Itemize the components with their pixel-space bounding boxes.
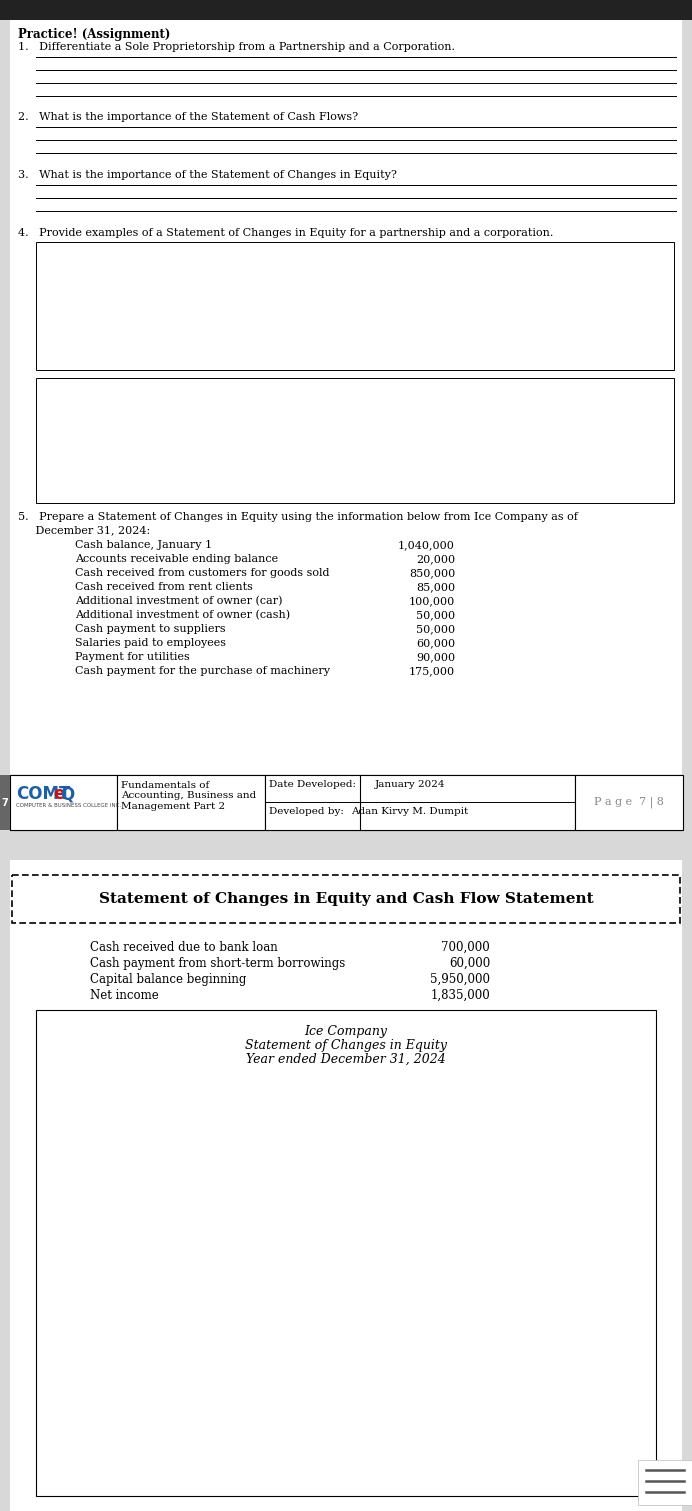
Bar [575, 775, 683, 830]
Text: 7: 7 [1, 798, 8, 807]
Bar [117, 775, 265, 830]
Text: 60,000: 60,000 [416, 638, 455, 648]
Text: e: e [53, 786, 64, 802]
Text: Cash balance, January 1: Cash balance, January 1 [75, 539, 212, 550]
Text: Year ended December 31, 2024: Year ended December 31, 2024 [246, 1053, 446, 1065]
Bar [36, 242, 674, 370]
Text: 1.   Differentiate a Sole Proprietorship from a Partnership and a Corporation.: 1. Differentiate a Sole Proprietorship f… [18, 42, 455, 51]
Text: Date Developed:: Date Developed: [269, 780, 356, 789]
Text: Cash received due to bank loan: Cash received due to bank loan [90, 941, 277, 953]
Text: COMPUTER & BUSINESS COLLEGE INC.: COMPUTER & BUSINESS COLLEGE INC. [16, 802, 121, 808]
Text: Additional investment of owner (cash): Additional investment of owner (cash) [75, 610, 290, 621]
Bar [10, 860, 682, 1511]
Text: P a g e  7 | 8: P a g e 7 | 8 [594, 796, 664, 808]
Bar [638, 1460, 692, 1505]
Text: 4.   Provide examples of a Statement of Changes in Equity for a partnership and : 4. Provide examples of a Statement of Ch… [18, 228, 554, 239]
Text: Practice! (Assignment): Practice! (Assignment) [18, 29, 170, 41]
Text: Cash received from rent clients: Cash received from rent clients [75, 582, 253, 592]
Text: 175,000: 175,000 [409, 666, 455, 675]
Bar [0, 775, 10, 830]
Text: 100,000: 100,000 [409, 595, 455, 606]
Text: December 31, 2024:: December 31, 2024: [18, 524, 150, 535]
Bar [10, 775, 682, 830]
Text: Cash payment for the purchase of machinery: Cash payment for the purchase of machine… [75, 666, 330, 675]
Text: 50,000: 50,000 [416, 624, 455, 635]
Bar [10, 20, 682, 775]
Text: 5,950,000: 5,950,000 [430, 973, 490, 987]
Text: January 2024: January 2024 [375, 780, 445, 789]
Text: Additional investment of owner (car): Additional investment of owner (car) [75, 595, 282, 606]
Text: Cash payment from short-term borrowings: Cash payment from short-term borrowings [90, 956, 345, 970]
Text: 3.   What is the importance of the Statement of Changes in Equity?: 3. What is the importance of the Stateme… [18, 171, 397, 180]
Text: Developed by:: Developed by: [269, 807, 344, 816]
Text: 700,000: 700,000 [441, 941, 490, 953]
Text: 50,000: 50,000 [416, 610, 455, 620]
Bar [12, 875, 680, 923]
Text: 1,835,000: 1,835,000 [430, 990, 490, 1002]
Bar [0, 830, 692, 860]
Bar [10, 775, 117, 830]
Text: 90,000: 90,000 [416, 653, 455, 662]
Text: 60,000: 60,000 [448, 956, 490, 970]
Text: Statement of Changes in Equity and Cash Flow Statement: Statement of Changes in Equity and Cash … [99, 891, 593, 907]
Text: COMT: COMT [16, 786, 71, 802]
Bar [36, 1009, 656, 1496]
Bar [36, 378, 674, 503]
Text: 2.   What is the importance of the Statement of Cash Flows?: 2. What is the importance of the Stateme… [18, 112, 358, 122]
Text: 5.   Prepare a Statement of Changes in Equity using the information below from I: 5. Prepare a Statement of Changes in Equ… [18, 512, 578, 521]
Text: Adan Kirvy M. Dumpit: Adan Kirvy M. Dumpit [352, 807, 468, 816]
Text: Accounts receivable ending balance: Accounts receivable ending balance [75, 555, 278, 564]
Text: Cash payment to suppliers: Cash payment to suppliers [75, 624, 226, 635]
Text: 85,000: 85,000 [416, 582, 455, 592]
Text: 1,040,000: 1,040,000 [398, 539, 455, 550]
Text: Fundamentals of
Accounting, Business and
Management Part 2: Fundamentals of Accounting, Business and… [121, 781, 256, 811]
Text: Statement of Changes in Equity: Statement of Changes in Equity [245, 1040, 447, 1052]
Bar [0, 0, 692, 20]
Text: Cash received from customers for goods sold: Cash received from customers for goods s… [75, 568, 329, 579]
Text: Net income: Net income [90, 990, 158, 1002]
Text: 20,000: 20,000 [416, 555, 455, 564]
Text: 850,000: 850,000 [409, 568, 455, 579]
Text: Salaries paid to employees: Salaries paid to employees [75, 638, 226, 648]
Text: Ice Company: Ice Company [304, 1024, 388, 1038]
Bar [265, 775, 575, 830]
Text: Payment for utilities: Payment for utilities [75, 653, 190, 662]
Text: Q: Q [60, 786, 74, 802]
Text: Capital balance beginning: Capital balance beginning [90, 973, 246, 987]
